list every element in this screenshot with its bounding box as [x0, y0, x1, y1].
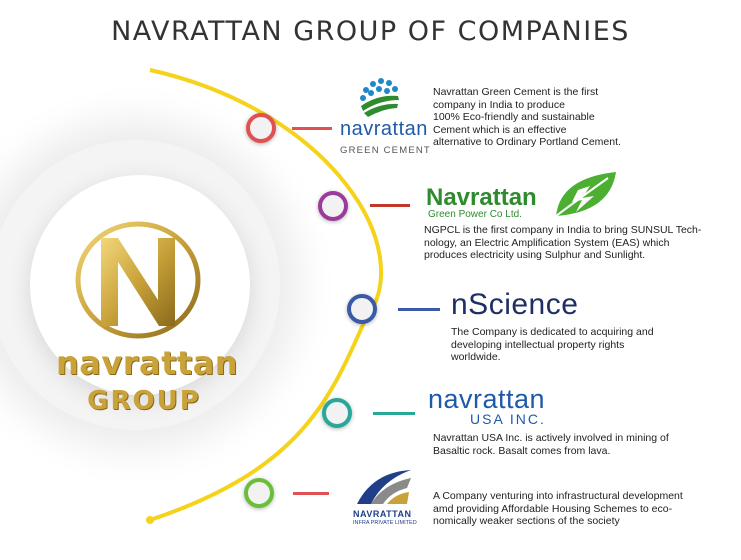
timeline-node-5: [244, 478, 274, 508]
main-logo-word: navrattan: [56, 344, 239, 382]
connector-line-5: [293, 492, 329, 495]
leaf-bolt-icon: [555, 172, 616, 217]
brand-green-power-sub: Green Power Co Ltd.: [428, 209, 522, 220]
brand-usa: navrattan: [428, 384, 546, 414]
brand-green-power: Navrattan: [426, 184, 537, 211]
connector-line-4: [373, 412, 415, 415]
page-title: NAVRATTAN GROUP OF COMPANIES: [111, 16, 630, 47]
company-4-description: Navrattan USA Inc. is actively involved …: [433, 432, 669, 457]
company-2-description: NGPCL is the first company in India to b…: [424, 224, 702, 261]
company-3-description: The Company is dedicated to acquiring an…: [451, 326, 654, 363]
connector-line-3: [398, 308, 440, 311]
brand-green-cement-sub: GREEN CEMENT: [340, 145, 431, 156]
infra-swoosh-icon: [357, 470, 411, 504]
timeline-node-3: [347, 294, 377, 324]
main-logo-group: GROUP: [87, 386, 201, 416]
company-1-description: Navrattan Green Cement is the first compa…: [433, 86, 621, 148]
brand-infra-sub: INFRA PRIVATE LIMITED: [353, 520, 417, 526]
brand-green-cement: navrattan: [340, 118, 428, 140]
brand-nscience: nScience: [451, 288, 579, 321]
timeline-node-1: [246, 113, 276, 143]
brand-usa-sub: USA INC.: [470, 411, 546, 427]
timeline-node-4: [322, 398, 352, 428]
connector-line-2: [370, 204, 410, 207]
timeline-node-2: [318, 191, 348, 221]
dots-globe-icon: [360, 78, 399, 117]
connector-line-1: [292, 127, 332, 130]
brand-infra: NAVRATTAN: [353, 509, 412, 519]
navrattan-n-logo-icon: [75, 221, 201, 339]
company-5-description: A Company venturing into infrastructural…: [433, 490, 683, 527]
